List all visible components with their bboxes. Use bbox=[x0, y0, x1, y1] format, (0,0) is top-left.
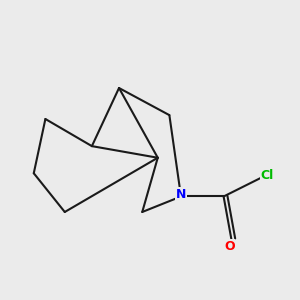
Text: O: O bbox=[224, 240, 235, 253]
Text: Cl: Cl bbox=[260, 169, 274, 182]
Text: N: N bbox=[176, 188, 186, 201]
